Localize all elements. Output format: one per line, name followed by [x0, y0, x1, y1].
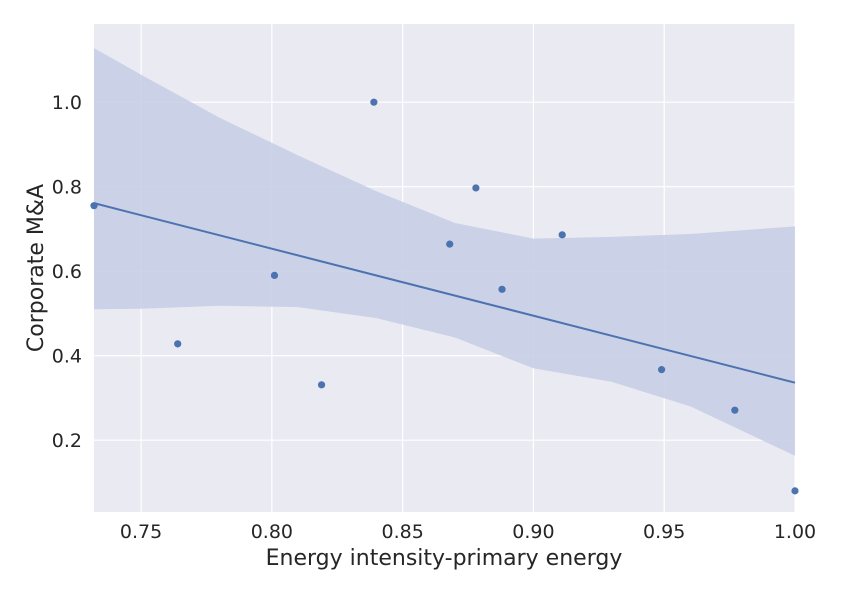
y-tick-label: 0.8: [52, 177, 82, 199]
data-point: [498, 285, 506, 293]
x-axis-label: Energy intensity-primary energy: [266, 546, 623, 571]
data-point: [558, 231, 566, 239]
x-tick-label: 0.75: [120, 521, 162, 543]
y-tick-label: 0.2: [52, 430, 82, 452]
data-points: [90, 98, 799, 495]
y-tick-label: 0.4: [52, 346, 82, 368]
data-point: [446, 240, 454, 248]
y-tick-label: 1.0: [52, 92, 82, 114]
x-tick-label: 1.00: [774, 521, 816, 543]
data-point: [791, 487, 799, 495]
y-axis-label: Corporate M&A: [24, 184, 49, 352]
data-point: [731, 406, 739, 414]
x-tick-label: 0.90: [512, 521, 554, 543]
data-point: [90, 202, 98, 210]
data-point: [472, 184, 480, 192]
data-point: [270, 271, 279, 279]
regression-line: [93, 202, 796, 384]
x-tick-label: 0.80: [251, 521, 293, 543]
x-tick-labels: 0.75 0.80 0.85 0.90 0.95 1.00: [120, 521, 816, 543]
x-tick-label: 0.85: [381, 521, 423, 543]
data-point: [317, 381, 326, 389]
x-tick-label: 0.95: [643, 521, 685, 543]
data-point: [658, 366, 666, 374]
data-point: [174, 340, 182, 348]
data-point: [370, 98, 378, 106]
y-tick-label: 0.6: [52, 261, 82, 283]
confidence-band: [94, 48, 795, 456]
y-tick-labels: 0.2 0.4 0.6 0.8 1.0: [52, 92, 82, 452]
